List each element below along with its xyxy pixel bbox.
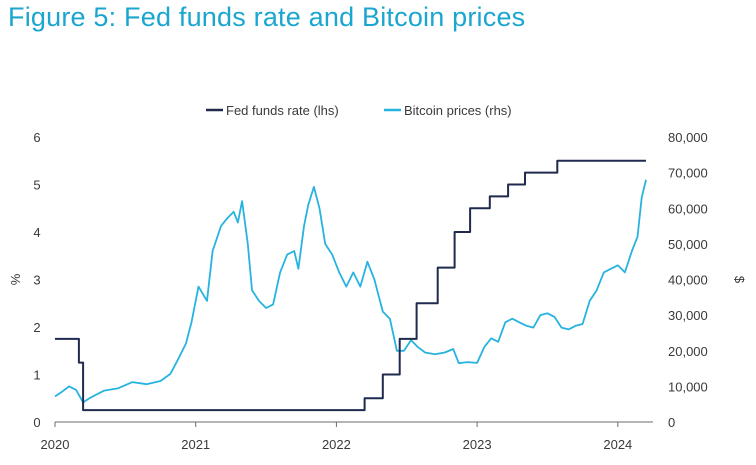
left-tick-label: 0 — [33, 415, 40, 430]
x-tick-label: 2021 — [181, 437, 210, 452]
right-tick-label: 70,000 — [668, 166, 708, 181]
left-tick-label: 5 — [33, 178, 40, 193]
bitcoin-line — [54, 179, 647, 404]
right-tick-label: 20,000 — [668, 344, 708, 359]
right-tick-label: 40,000 — [668, 273, 708, 288]
left-tick-label: 6 — [33, 130, 40, 145]
series-group — [54, 159, 647, 412]
x-tick-label: 2023 — [463, 437, 492, 452]
right-tick-label: 10,000 — [668, 379, 708, 394]
right-axis-label: $ — [732, 276, 747, 284]
legend-btc-label: Bitcoin prices (rhs) — [404, 103, 512, 118]
x-tick-label: 2022 — [322, 437, 351, 452]
chart-title: Figure 5: Fed funds rate and Bitcoin pri… — [8, 2, 526, 32]
left-tick-label: 3 — [33, 273, 40, 288]
right-tick-label: 30,000 — [668, 308, 708, 323]
legend-fed-label: Fed funds rate (lhs) — [226, 103, 339, 118]
legend: Fed funds rate (lhs) Bitcoin prices (rhs… — [206, 103, 512, 118]
x-tick-label: 2020 — [41, 437, 70, 452]
right-tick-label: 60,000 — [668, 201, 708, 216]
right-tick-label: 80,000 — [668, 130, 708, 145]
left-axis-label: % — [8, 273, 23, 285]
right-tick-label: 50,000 — [668, 237, 708, 252]
right-tick-label: 0 — [668, 415, 675, 430]
x-axis-ticks: 2020 2021 2022 2023 2024 — [41, 422, 632, 452]
left-tick-label: 4 — [33, 225, 40, 240]
x-tick-label: 2024 — [603, 437, 632, 452]
left-tick-label: 2 — [33, 320, 40, 335]
fed-funds-line — [55, 159, 646, 412]
left-tick-label: 1 — [33, 368, 40, 383]
left-axis-ticks: 0 1 2 3 4 5 6 — [33, 130, 40, 430]
right-axis-ticks: 0 10,000 20,000 30,000 40,000 50,000 60,000 70,… — [668, 130, 708, 430]
